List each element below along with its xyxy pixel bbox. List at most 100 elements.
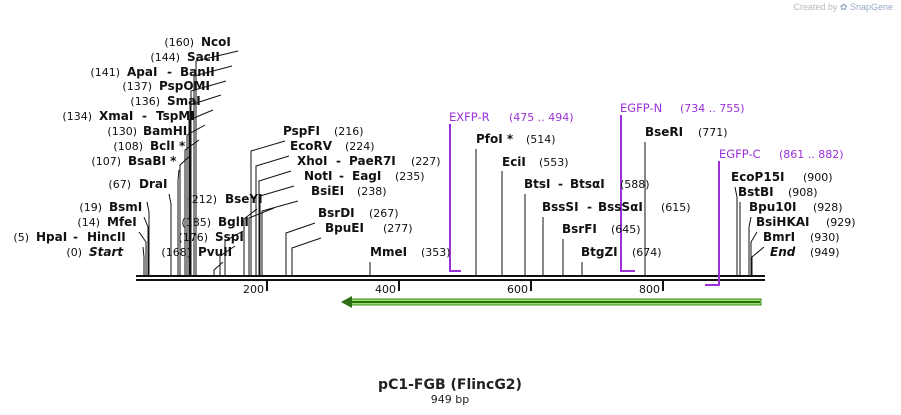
enzyme-pos-sspi: (176) [178, 231, 208, 244]
enzyme-name-bmri[interactable]: BmrI [763, 230, 795, 244]
enzyme-alt-paer7i[interactable]: PaeR7I [349, 154, 396, 168]
cut-site-line [243, 208, 258, 275]
enzyme-name-bglii[interactable]: BglII [218, 215, 249, 229]
credit-brand: SnapGene [849, 2, 893, 12]
enzyme-name-bsabi[interactable]: BsaBI * [128, 154, 177, 168]
map-title: pC1-FGB (FlincG2) [378, 377, 522, 393]
enzyme-pos-bsmi: (19) [79, 201, 102, 214]
enzyme-name-pspfi[interactable]: PspFI [283, 124, 320, 138]
cut-site-line [188, 109, 214, 275]
cut-site-line [190, 80, 227, 275]
map-length: 949 bp [431, 393, 469, 406]
enzyme-pos-bglii: (185) [181, 216, 211, 229]
enzyme-name-xhoi[interactable]: XhoI [297, 154, 328, 168]
enzyme-sep-xhoi: - [336, 154, 341, 168]
enzyme-name-end[interactable]: End [770, 245, 796, 259]
cut-site-line [751, 246, 765, 275]
cut-site-line [734, 186, 738, 275]
enzyme-alt-eagi[interactable]: EagI [352, 169, 381, 183]
enzyme-name-xmai[interactable]: XmaI [99, 109, 133, 123]
cut-site-line [146, 201, 150, 275]
cut-site-line [177, 169, 180, 275]
enzyme-pos-bamhi: (130) [107, 125, 137, 138]
enzyme-name-smai[interactable]: SmaI [167, 94, 201, 108]
enzyme-pos-bstbi: (908) [788, 186, 818, 199]
enzyme-sep-btsi: - [558, 177, 563, 191]
enzyme-pos-bsrdi: (267) [369, 207, 399, 220]
enzyme-name-ecii[interactable]: EciI [502, 155, 526, 169]
enzyme-pos-bseyi: (212) [187, 193, 217, 206]
enzyme-name-bsiei[interactable]: BsiEI [311, 184, 344, 198]
enzyme-pos-xhoi: (227) [411, 155, 441, 168]
enzyme-name-drai[interactable]: DraI [139, 177, 167, 191]
primer-egfp-n[interactable]: EGFP-N (734 .. 755) [620, 101, 745, 272]
enzyme-name-mmei[interactable]: MmeI [370, 245, 407, 259]
enzyme-alt-btsai[interactable]: BtsαI [570, 177, 605, 191]
tick-label-400: 400 [375, 283, 396, 296]
enzyme-name-btsi[interactable]: BtsI [524, 177, 551, 191]
cut-site-line [219, 245, 236, 275]
enzyme-name-bseri[interactable]: BseRI [645, 125, 683, 139]
cut-site-line [750, 231, 758, 275]
enzyme-name-btgzi[interactable]: BtgZI [581, 245, 618, 259]
cut-site-line [213, 261, 224, 275]
cut-site-line [168, 193, 172, 275]
enzyme-name-bsrdi[interactable]: BsrDI [318, 206, 355, 220]
enzyme-name-start[interactable]: Start [89, 245, 124, 259]
primer-egfp-n-range: (734 .. 755) [680, 102, 745, 115]
enzyme-name-bseyi[interactable]: BseYI [225, 192, 263, 206]
enzyme-name-bsihkai[interactable]: BsiHKAI [756, 215, 810, 229]
cut-site-line [143, 216, 149, 275]
enzyme-name-ecop15i[interactable]: EcoP15I [731, 170, 785, 184]
enzyme-alt-tspmi[interactable]: TspMI [156, 109, 195, 123]
credit-prefix: Created by [793, 2, 838, 12]
feature-arrow-reverse[interactable] [341, 296, 762, 308]
enzyme-pos-ncoi: (160) [164, 36, 194, 49]
enzyme-name-sspi[interactable]: SspI [215, 230, 244, 244]
cut-site-line [138, 231, 147, 275]
enzyme-name-apai[interactable]: ApaI [127, 65, 157, 79]
cut-site-line [248, 207, 275, 275]
enzyme-name-bcli[interactable]: BclI * [150, 139, 186, 153]
enzyme-name-bsrfi[interactable]: BsrFI [562, 222, 597, 236]
enzyme-alt-banii[interactable]: BanII [180, 65, 215, 79]
tick-label-800: 800 [639, 283, 660, 296]
primer-exfp-r-range: (475 .. 494) [509, 111, 574, 124]
enzyme-name-bsssi[interactable]: BssSI [542, 200, 579, 214]
enzyme-name-pspomi[interactable]: PspOMI [159, 79, 210, 93]
enzyme-pos-ecii: (553) [539, 156, 569, 169]
enzyme-name-pvuii[interactable]: PvuII [198, 245, 232, 259]
cut-site-line [195, 50, 239, 275]
primer-egfp-c[interactable]: EGFP-C (861 .. 882) [705, 147, 844, 286]
enzyme-pos-bpuei: (277) [383, 222, 413, 235]
enzyme-name-bpuei[interactable]: BpuEI [325, 221, 364, 235]
enzyme-pos-pspfi: (216) [334, 125, 364, 138]
enzyme-name-bsmi[interactable]: BsmI [109, 200, 142, 214]
enzyme-name-noti[interactable]: NotI [304, 169, 333, 183]
enzyme-pos-drai: (67) [108, 178, 131, 191]
enzyme-alt-bsssai[interactable]: BssSαI [598, 200, 643, 214]
enzyme-alt-hincii[interactable]: HincII [87, 230, 126, 244]
enzyme-name-mfei[interactable]: MfeI [107, 215, 137, 229]
cut-site-line [250, 140, 286, 275]
enzyme-name-ncoi[interactable]: NcoI [201, 35, 231, 49]
enzyme-name-pfoi[interactable]: PfoI * [476, 132, 514, 146]
enzyme-name-sacii[interactable]: SacII [187, 50, 220, 64]
enzyme-pos-pspomi: (137) [122, 80, 152, 93]
enzyme-name-hpai[interactable]: HpaI [36, 230, 67, 244]
enzyme-pos-smai: (136) [130, 95, 160, 108]
enzyme-pos-bsiei: (238) [357, 185, 387, 198]
enzyme-sep-xmai: - [142, 109, 147, 123]
cut-site-line [142, 246, 145, 275]
enzyme-pos-bcli: (108) [113, 140, 143, 153]
enzyme-name-bstbi[interactable]: BstBI [738, 185, 774, 199]
restriction-cut-lines [138, 50, 765, 275]
enzyme-name-ecorv[interactable]: EcoRV [290, 139, 333, 153]
cut-site-line [193, 65, 233, 275]
primer-exfp-r[interactable]: EXFP-R (475 .. 494) [449, 110, 574, 272]
enzyme-pos-bsrfi: (645) [611, 223, 641, 236]
enzyme-name-bpu10i[interactable]: Bpu10I [749, 200, 796, 214]
enzyme-name-bamhi[interactable]: BamHI [143, 124, 187, 138]
cut-site-line [189, 94, 222, 275]
enzyme-pos-pfoi: (514) [526, 133, 556, 146]
